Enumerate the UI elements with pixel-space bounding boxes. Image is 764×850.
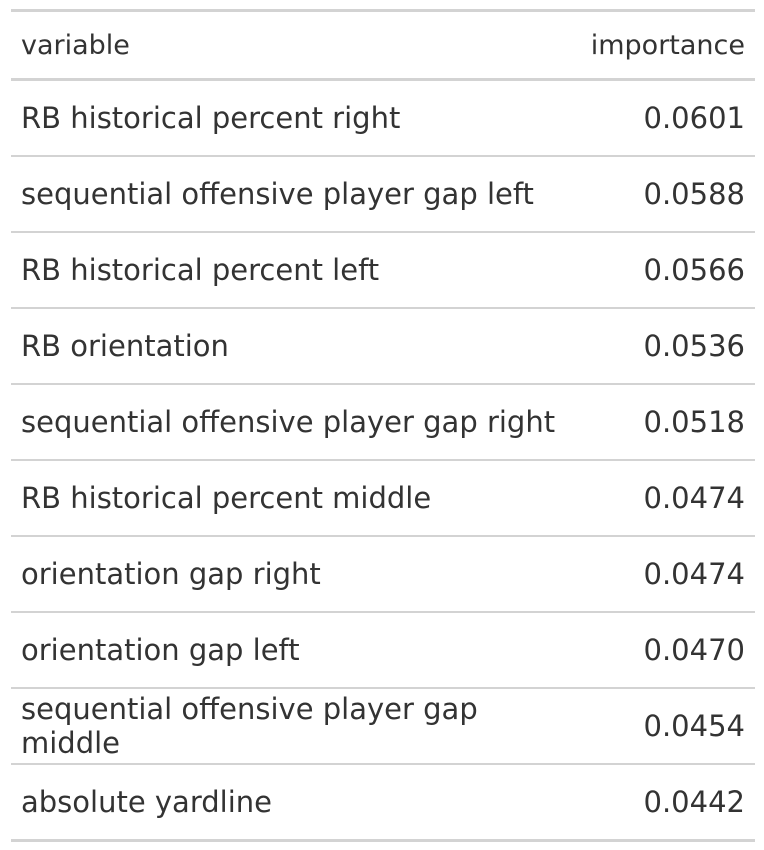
cell-variable: sequential offensive player gap middle [11,687,581,764]
table-row: RB historical percent left 0.0566 [11,231,755,308]
cell-variable: RB orientation [11,307,581,384]
cell-importance: 0.0454 [580,687,755,764]
cell-importance: 0.0474 [580,535,755,612]
header-row: variable importance [11,10,755,81]
cell-importance: 0.0442 [580,763,755,841]
cell-variable: RB historical percent left [11,231,581,308]
column-header-variable[interactable]: variable [11,10,581,81]
importance-table: variable importance RB historical percen… [11,9,755,842]
table-row: orientation gap right 0.0474 [11,535,755,612]
table-header: variable importance [11,10,755,81]
table-body: RB historical percent right 0.0601 seque… [11,80,755,841]
column-header-importance[interactable]: importance [580,10,755,81]
cell-variable: sequential offensive player gap right [11,383,581,460]
cell-importance: 0.0536 [580,307,755,384]
cell-importance: 0.0470 [580,611,755,688]
table-row: orientation gap left 0.0470 [11,611,755,688]
cell-variable: absolute yardline [11,763,581,841]
table-row: sequential offensive player gap right 0.… [11,383,755,460]
table-row: RB historical percent middle 0.0474 [11,459,755,536]
cell-importance: 0.0588 [580,155,755,232]
cell-importance: 0.0518 [580,383,755,460]
cell-variable: RB historical percent right [21,101,401,135]
table-row: RB orientation 0.0536 [11,307,755,384]
cell-importance: 0.0601 [643,101,745,135]
cell-variable: sequential offensive player gap left [11,155,581,232]
table-row: sequential offensive player gap left 0.0… [11,155,755,232]
cell-importance: 0.0474 [580,459,755,536]
table-row: RB historical percent right 0.0601 [11,80,755,157]
table-row: absolute yardline 0.0442 [11,763,755,841]
cell-variable: RB historical percent middle [11,459,581,536]
table-row: sequential offensive player gap middle 0… [11,687,755,764]
cell-variable: orientation gap left [11,611,581,688]
cell-importance: 0.0566 [580,231,755,308]
cell-variable: orientation gap right [11,535,581,612]
importance-table-container: variable importance RB historical percen… [11,9,755,842]
